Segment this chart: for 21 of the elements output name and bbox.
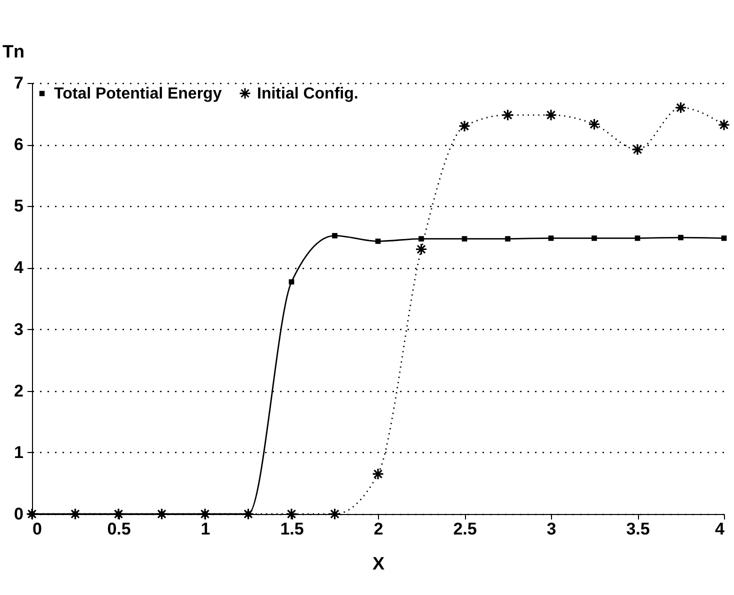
x-tick-label: 1 bbox=[200, 520, 210, 538]
y-tick-label: 1 bbox=[14, 442, 24, 462]
y-tick-label: 2 bbox=[14, 381, 24, 400]
y-tick-label: 0 bbox=[14, 504, 24, 524]
x-tick-label: 4 bbox=[715, 520, 726, 538]
legend-label: Initial Config. bbox=[257, 85, 358, 102]
y-tick-label: 4 bbox=[14, 258, 24, 278]
x-tick-label: 0 bbox=[32, 520, 42, 538]
x-tick-label: 3 bbox=[546, 520, 556, 538]
y-tick-label: 3 bbox=[14, 320, 24, 339]
x-tick-label: 3.5 bbox=[626, 520, 650, 538]
legend-label: Total Potential Energy bbox=[54, 86, 222, 102]
y-tick-label: 7 bbox=[14, 74, 24, 92]
x-axis-title: X bbox=[372, 554, 385, 574]
y-axis-title: Tn bbox=[2, 42, 24, 62]
x-tick-label: 1.5 bbox=[280, 520, 304, 538]
y-tick-label: 5 bbox=[14, 196, 24, 216]
x-tick-label: 2.5 bbox=[453, 520, 477, 538]
x-tick-label: 2 bbox=[374, 520, 384, 538]
y-tick-label: 6 bbox=[14, 135, 24, 154]
x-tick-label: 0.5 bbox=[107, 520, 131, 538]
